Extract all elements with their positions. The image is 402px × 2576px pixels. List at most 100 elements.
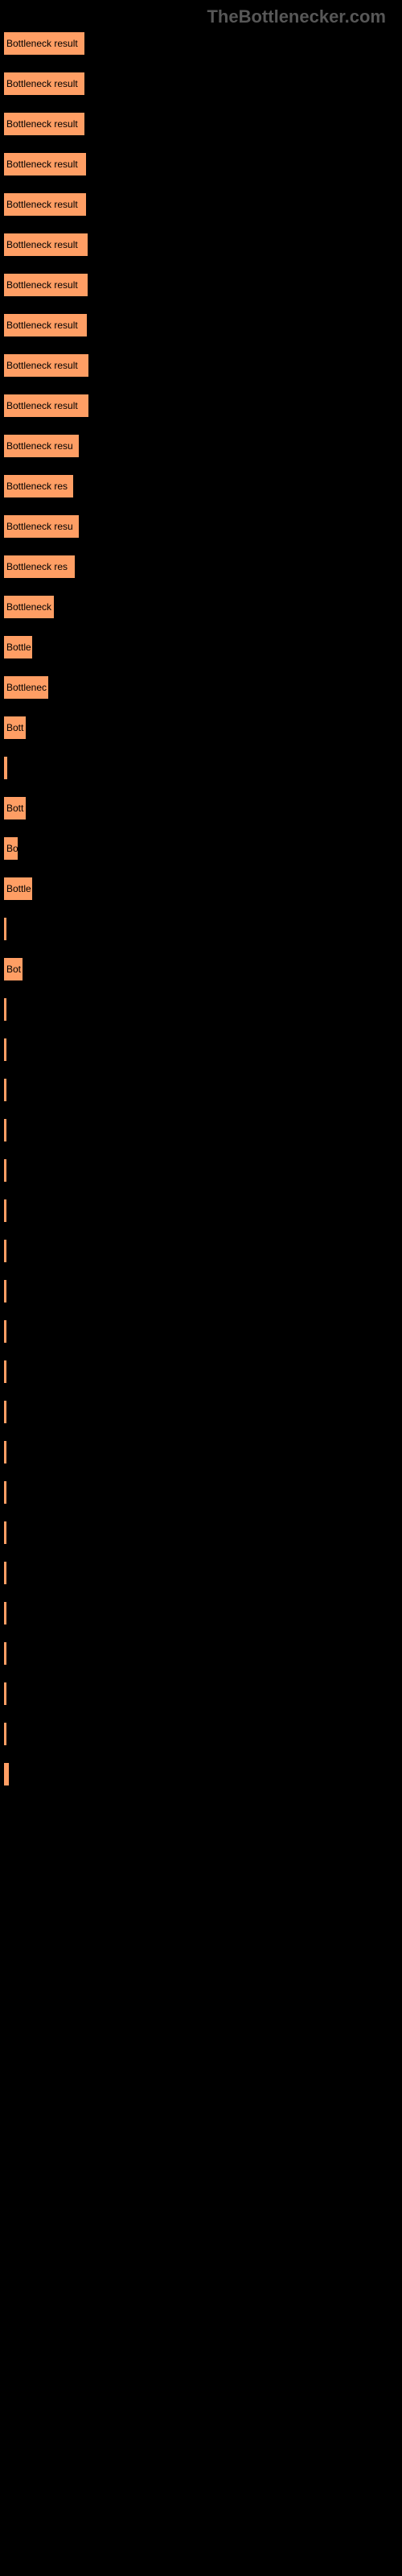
bar: [4, 1159, 6, 1182]
bar: Bottleneck result: [4, 314, 87, 336]
bar: [4, 1763, 9, 1785]
bar-row: [4, 1240, 402, 1262]
bar-row: Bottleneck result: [4, 394, 402, 417]
bar-label: Bottle: [6, 883, 31, 894]
bar: [4, 1320, 6, 1343]
bar: [4, 918, 6, 940]
bar-row: [4, 1642, 402, 1665]
bar: [4, 1682, 6, 1705]
bar: Bottleneck resu: [4, 515, 79, 538]
bar-row: [4, 1079, 402, 1101]
bar-row: Bottleneck resu: [4, 515, 402, 538]
bar-label: Bottleneck resu: [6, 440, 73, 452]
bar-row: Bottleneck result: [4, 274, 402, 296]
bar: Bo: [4, 837, 18, 860]
bar-row: [4, 918, 402, 940]
bar-row: [4, 1723, 402, 1745]
bar-label: Bottleneck: [6, 601, 51, 613]
bar: [4, 1240, 6, 1262]
bar-row: Bottle: [4, 877, 402, 900]
bar-row: Bottleneck result: [4, 72, 402, 95]
bar-label: Bottlenec: [6, 682, 47, 693]
bar-row: Bottle: [4, 636, 402, 658]
bar: Bottleneck result: [4, 354, 88, 377]
bar: [4, 1038, 6, 1061]
bar: [4, 1441, 6, 1463]
bar: Bottleneck result: [4, 72, 84, 95]
bar: [4, 1723, 6, 1745]
bar: Bottlenec: [4, 676, 48, 699]
bar: [4, 1079, 6, 1101]
bar-row: [4, 757, 402, 779]
bar-row: Bott: [4, 797, 402, 819]
bar-row: Bottleneck result: [4, 193, 402, 216]
bar-row: [4, 1360, 402, 1383]
bar: [4, 1401, 6, 1423]
bar: [4, 1521, 6, 1544]
bar: Bottleneck result: [4, 274, 88, 296]
bar: Bott: [4, 797, 26, 819]
bar-row: Bo: [4, 837, 402, 860]
bar-label: Bottleneck result: [6, 199, 78, 210]
bar-row: Bottleneck resu: [4, 435, 402, 457]
bar-label: Bottleneck result: [6, 78, 78, 89]
bar-row: [4, 998, 402, 1021]
bar: Bottleneck result: [4, 193, 86, 216]
bar-row: [4, 1441, 402, 1463]
bar-label: Bott: [6, 722, 23, 733]
bar: Bottleneck result: [4, 32, 84, 55]
bar-row: Bot: [4, 958, 402, 980]
bar-row: [4, 1119, 402, 1141]
bar-label: Bottleneck result: [6, 239, 78, 250]
bar: [4, 1602, 6, 1624]
bar-row: [4, 1038, 402, 1061]
bar-label: Bo: [6, 843, 18, 854]
bar-row: [4, 1481, 402, 1504]
bar: [4, 1119, 6, 1141]
bar-label: Bottleneck result: [6, 159, 78, 170]
bar: Bottle: [4, 877, 32, 900]
bar: Bottle: [4, 636, 32, 658]
bar: Bottleneck result: [4, 233, 88, 256]
bar-label: Bottleneck result: [6, 320, 78, 331]
bar-row: Bottleneck result: [4, 153, 402, 175]
bar-row: Bottleneck result: [4, 314, 402, 336]
bar: [4, 1562, 6, 1584]
bar: [4, 1199, 6, 1222]
bar-row: [4, 1602, 402, 1624]
bar-label: Bottleneck result: [6, 400, 78, 411]
bar: [4, 1481, 6, 1504]
bar-row: Bottleneck res: [4, 475, 402, 497]
bar-row: [4, 1562, 402, 1584]
bar-row: [4, 1763, 402, 1785]
bar: Bot: [4, 958, 23, 980]
bar: Bottleneck res: [4, 475, 73, 497]
bar-label: Bottleneck resu: [6, 521, 73, 532]
bar: Bottleneck result: [4, 153, 86, 175]
bar: Bottleneck result: [4, 113, 84, 135]
bar-row: Bottleneck result: [4, 354, 402, 377]
bar: [4, 1360, 6, 1383]
bar-row: [4, 1199, 402, 1222]
watermark: TheBottlenecker.com: [207, 6, 386, 27]
bar: [4, 757, 7, 779]
bar: Bott: [4, 716, 26, 739]
bar-row: Bottlenec: [4, 676, 402, 699]
bar: [4, 1642, 6, 1665]
bar: Bottleneck: [4, 596, 54, 618]
bar-row: Bottleneck: [4, 596, 402, 618]
bar: Bottleneck resu: [4, 435, 79, 457]
bar-row: [4, 1280, 402, 1302]
bar: Bottleneck res: [4, 555, 75, 578]
bar-label: Bottleneck res: [6, 481, 68, 492]
bar-label: Bottleneck res: [6, 561, 68, 572]
bar-label: Bottleneck result: [6, 118, 78, 130]
bar-row: Bottleneck result: [4, 113, 402, 135]
bar-label: Bottleneck result: [6, 38, 78, 49]
bar-row: [4, 1159, 402, 1182]
bar: Bottleneck result: [4, 394, 88, 417]
bar-row: [4, 1682, 402, 1705]
bar-row: Bottleneck res: [4, 555, 402, 578]
bar-row: [4, 1521, 402, 1544]
bar-label: Bott: [6, 803, 23, 814]
